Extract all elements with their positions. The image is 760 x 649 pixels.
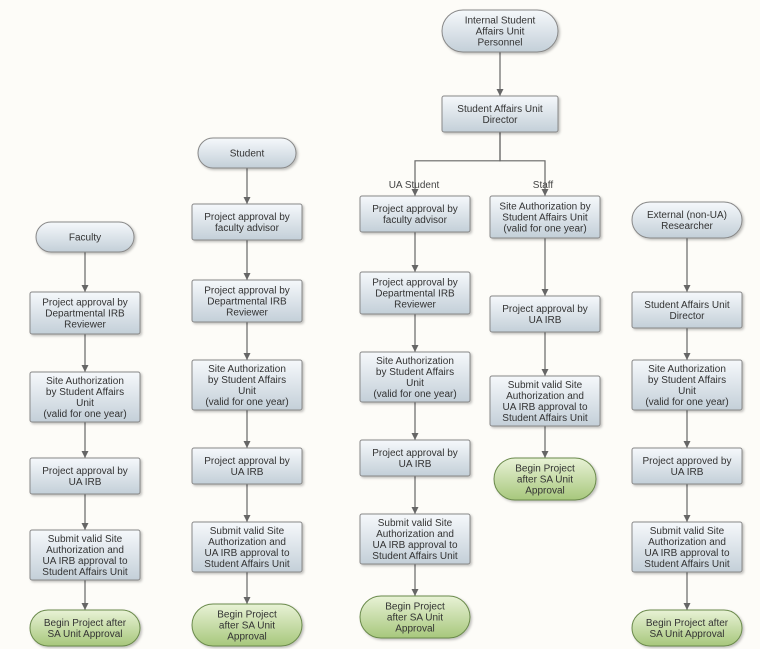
node-label-stu_submit-line2: UA IRB approval to bbox=[204, 548, 289, 559]
node-label-ext_auth-line3: (valid for one year) bbox=[645, 397, 728, 408]
node-label-isa_r_submit-line2: UA IRB approval to bbox=[502, 402, 587, 413]
node-label-isa_l_begin-line1: after SA Unit bbox=[387, 613, 443, 624]
node-label-ext_begin-line1: SA Unit Approval bbox=[649, 629, 724, 640]
node-label-isa_r_auth-line2: (valid for one year) bbox=[503, 224, 586, 235]
node-label-ext-line0: External (non-UA) bbox=[647, 210, 727, 221]
node-label-stu_submit-line3: Student Affairs Unit bbox=[204, 559, 290, 570]
node-label-isa_l_submit-line1: Authorization and bbox=[376, 529, 454, 540]
node-label-stu_auth-line1: by Student Affairs bbox=[208, 375, 286, 386]
node-label-isa_l_dept-line2: Reviewer bbox=[394, 300, 436, 311]
node-label-fac_auth-line3: (valid for one year) bbox=[43, 409, 126, 420]
node-label-isa_l_submit-line3: Student Affairs Unit bbox=[372, 551, 458, 562]
node-label-stu_begin-line1: after SA Unit bbox=[219, 621, 275, 632]
node-label-fac_auth-line0: Site Authorization bbox=[46, 376, 124, 387]
node-label-stu_dept-line1: Departmental IRB bbox=[207, 297, 287, 308]
node-label-stu_uairb-line1: UA IRB bbox=[231, 467, 264, 478]
node-label-isa_director-line1: Director bbox=[482, 115, 518, 126]
node-label-stu_begin-line2: Approval bbox=[227, 632, 266, 643]
node-label-stu_auth-line3: (valid for one year) bbox=[205, 397, 288, 408]
node-label-isa_l_dept-line1: Departmental IRB bbox=[375, 289, 455, 300]
node-label-fac_dept-line2: Reviewer bbox=[64, 320, 106, 331]
node-label-stu_submit-line0: Submit valid Site bbox=[210, 526, 285, 537]
node-label-fac_begin-line1: SA Unit Approval bbox=[47, 629, 122, 640]
node-label-isa_personnel-line2: Personnel bbox=[477, 38, 522, 49]
node-label-ext_auth-line0: Site Authorization bbox=[648, 364, 726, 375]
node-label-isa_l_submit-line0: Submit valid Site bbox=[378, 518, 453, 529]
node-label-fac_auth-line1: by Student Affairs bbox=[46, 387, 124, 398]
node-label-fac_submit-line3: Student Affairs Unit bbox=[42, 567, 128, 578]
node-label-isa_l_auth-line2: Unit bbox=[406, 378, 424, 389]
node-label-ext_submit-line3: Student Affairs Unit bbox=[644, 559, 730, 570]
node-label-ext_submit-line1: Authorization and bbox=[648, 537, 726, 548]
node-label-isa_l_advisor-line1: faculty advisor bbox=[383, 215, 448, 226]
node-label-ext_director-line1: Director bbox=[669, 311, 705, 322]
node-label-ext_submit-line0: Submit valid Site bbox=[650, 526, 725, 537]
node-label-isa_personnel-line1: Affairs Unit bbox=[476, 27, 525, 38]
node-label-ext_auth-line2: Unit bbox=[678, 386, 696, 397]
node-label-student-line0: Student bbox=[230, 149, 265, 160]
node-label-isa_l_dept-line0: Project approval by bbox=[372, 278, 458, 289]
node-label-isa_r_submit-line0: Submit valid Site bbox=[508, 380, 583, 391]
node-label-fac_dept-line1: Departmental IRB bbox=[45, 309, 125, 320]
node-label-isa_r_uairb-line1: UA IRB bbox=[529, 315, 562, 326]
node-label-fac_submit-line1: Authorization and bbox=[46, 545, 124, 556]
node-label-stu_dept-line2: Reviewer bbox=[226, 308, 268, 319]
node-label-fac_begin-line0: Begin Project after bbox=[44, 618, 127, 629]
node-label-isa_r_begin-line2: Approval bbox=[525, 486, 564, 497]
node-label-stu_advisor-line1: faculty advisor bbox=[215, 223, 280, 234]
node-label-fac_uairb-line1: UA IRB bbox=[69, 477, 102, 488]
node-label-ext_begin-line0: Begin Project after bbox=[646, 618, 729, 629]
node-label-isa_r_begin-line0: Begin Project bbox=[515, 464, 575, 475]
node-label-ext_auth-line1: by Student Affairs bbox=[648, 375, 726, 386]
node-label-ext_submit-line2: UA IRB approval to bbox=[644, 548, 729, 559]
node-label-ext-line1: Researcher bbox=[661, 221, 713, 232]
flowchart-canvas: FacultyProject approval byDepartmental I… bbox=[0, 0, 760, 649]
node-label-isa_l_begin-line0: Begin Project bbox=[385, 602, 445, 613]
node-label-stu_begin-line0: Begin Project bbox=[217, 610, 277, 621]
node-label-isa_personnel-line0: Internal Student bbox=[465, 16, 536, 27]
node-label-isa_r_auth-line0: Site Authorization by bbox=[499, 202, 590, 213]
node-label-isa_l_auth-line1: by Student Affairs bbox=[376, 367, 454, 378]
node-label-isa_l_begin-line2: Approval bbox=[395, 624, 434, 635]
node-label-isa_r_begin-line1: after SA Unit bbox=[517, 475, 573, 486]
node-label-fac_auth-line2: Unit bbox=[76, 398, 94, 409]
node-label-isa_l_advisor-line0: Project approval by bbox=[372, 204, 458, 215]
node-label-isa_r_auth-line1: Student Affairs Unit bbox=[502, 213, 588, 224]
node-label-isa_r_submit-line1: Authorization and bbox=[506, 391, 584, 402]
node-label-isa_l_auth-line0: Site Authorization bbox=[376, 356, 454, 367]
node-label-isa_r_uairb-line0: Project approval by bbox=[502, 304, 588, 315]
node-label-ext_uairb-line1: UA IRB bbox=[671, 467, 704, 478]
node-label-fac_submit-line0: Submit valid Site bbox=[48, 534, 123, 545]
branch-label: Staff bbox=[533, 180, 554, 191]
node-label-isa_r_submit-line3: Student Affairs Unit bbox=[502, 413, 588, 424]
node-label-fac_dept-line0: Project approval by bbox=[42, 298, 128, 309]
node-label-stu_uairb-line0: Project approval by bbox=[204, 456, 290, 467]
node-label-ext_director-line0: Student Affairs Unit bbox=[644, 300, 730, 311]
node-label-stu_auth-line0: Site Authorization bbox=[208, 364, 286, 375]
node-label-isa_l_uairb-line0: Project approval by bbox=[372, 448, 458, 459]
node-label-isa_l_auth-line3: (valid for one year) bbox=[373, 389, 456, 400]
node-label-stu_dept-line0: Project approval by bbox=[204, 286, 290, 297]
node-label-stu_auth-line2: Unit bbox=[238, 386, 256, 397]
node-label-stu_advisor-line0: Project approval by bbox=[204, 212, 290, 223]
node-label-stu_submit-line1: Authorization and bbox=[208, 537, 286, 548]
node-label-fac_uairb-line0: Project approval by bbox=[42, 466, 128, 477]
node-label-isa_director-line0: Student Affairs Unit bbox=[457, 104, 543, 115]
node-label-faculty-line0: Faculty bbox=[69, 233, 101, 244]
branch-label: UA Student bbox=[389, 180, 440, 191]
node-label-isa_l_uairb-line1: UA IRB bbox=[399, 459, 432, 470]
node-label-fac_submit-line2: UA IRB approval to bbox=[42, 556, 127, 567]
node-label-ext_uairb-line0: Project approved by bbox=[643, 456, 732, 467]
node-label-isa_l_submit-line2: UA IRB approval to bbox=[372, 540, 457, 551]
